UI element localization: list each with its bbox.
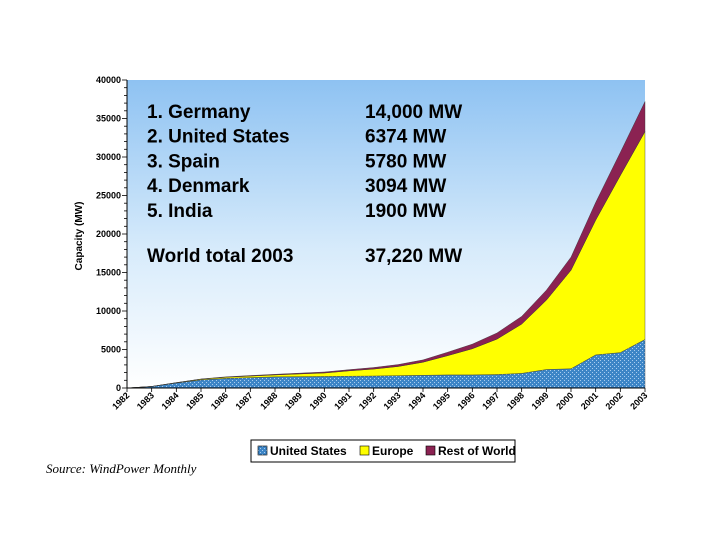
x-tick-label: 1989 (283, 390, 304, 411)
x-tick-label: 1997 (480, 390, 501, 411)
ranking-country: 2. United States (147, 127, 290, 148)
ranking-country: 5. India (147, 201, 213, 222)
ranking-capacity: 14,000 MW (365, 102, 462, 123)
y-tick-label: 30000 (96, 152, 121, 162)
x-tick-label: 1994 (406, 390, 427, 411)
y-tick-label: 10000 (96, 306, 121, 316)
legend-swatch (359, 445, 370, 456)
x-tick-label: 1984 (160, 390, 181, 411)
ranking-capacity: 1900 MW (365, 201, 446, 222)
x-tick-label: 2002 (604, 390, 625, 411)
legend-label: Rest of World (438, 444, 516, 458)
legend-box (250, 439, 516, 463)
source-note: Source: WindPower Monthly (46, 461, 197, 476)
legend-swatch (257, 445, 268, 456)
x-tick-label: 1983 (135, 390, 156, 411)
world-total-value: 37,220 MW (365, 246, 462, 267)
y-tick-label: 15000 (96, 268, 121, 278)
ranking-country: 4. Denmark (147, 176, 250, 197)
x-tick-label: 1999 (530, 390, 551, 411)
x-tick-label: 1995 (431, 390, 452, 411)
y-axis-label: Capacity (MW) (74, 202, 85, 271)
area-rest-of-world (126, 101, 646, 389)
ranking-country: 1. Germany (147, 102, 251, 123)
ranking-country: 3. Spain (147, 151, 220, 172)
legend-swatch (425, 445, 436, 456)
x-tick-label: 1993 (382, 390, 403, 411)
legend-label: Europe (372, 444, 414, 458)
x-tick-label: 1998 (505, 390, 526, 411)
x-tick-label: 1996 (456, 390, 477, 411)
x-tick-label: 2003 (628, 390, 649, 411)
x-tick-label: 1985 (184, 390, 205, 411)
x-tick-label: 1986 (209, 390, 230, 411)
y-tick-label: 25000 (96, 191, 121, 201)
y-tick-label: 20000 (96, 229, 121, 239)
x-tick-label: 1982 (110, 390, 131, 411)
x-tick-label: 1992 (357, 390, 378, 411)
x-tick-label: 1988 (258, 390, 279, 411)
x-tick-label: 1990 (308, 390, 329, 411)
x-tick-label: 1991 (332, 390, 353, 411)
x-tick-label: 2001 (579, 390, 600, 411)
x-tick-label: 1987 (234, 390, 255, 411)
ranking-capacity: 3094 MW (365, 176, 446, 197)
ranking-capacity: 6374 MW (365, 127, 446, 148)
y-tick-label: 35000 (96, 114, 121, 124)
world-total-label: World total 2003 (147, 246, 293, 267)
legend-label: United States (270, 444, 347, 458)
ranking-capacity: 5780 MW (365, 151, 446, 172)
y-tick-label: 0 (116, 383, 121, 393)
y-tick-label: 40000 (96, 75, 121, 85)
x-tick-label: 2000 (554, 390, 575, 411)
y-tick-label: 5000 (101, 345, 121, 355)
